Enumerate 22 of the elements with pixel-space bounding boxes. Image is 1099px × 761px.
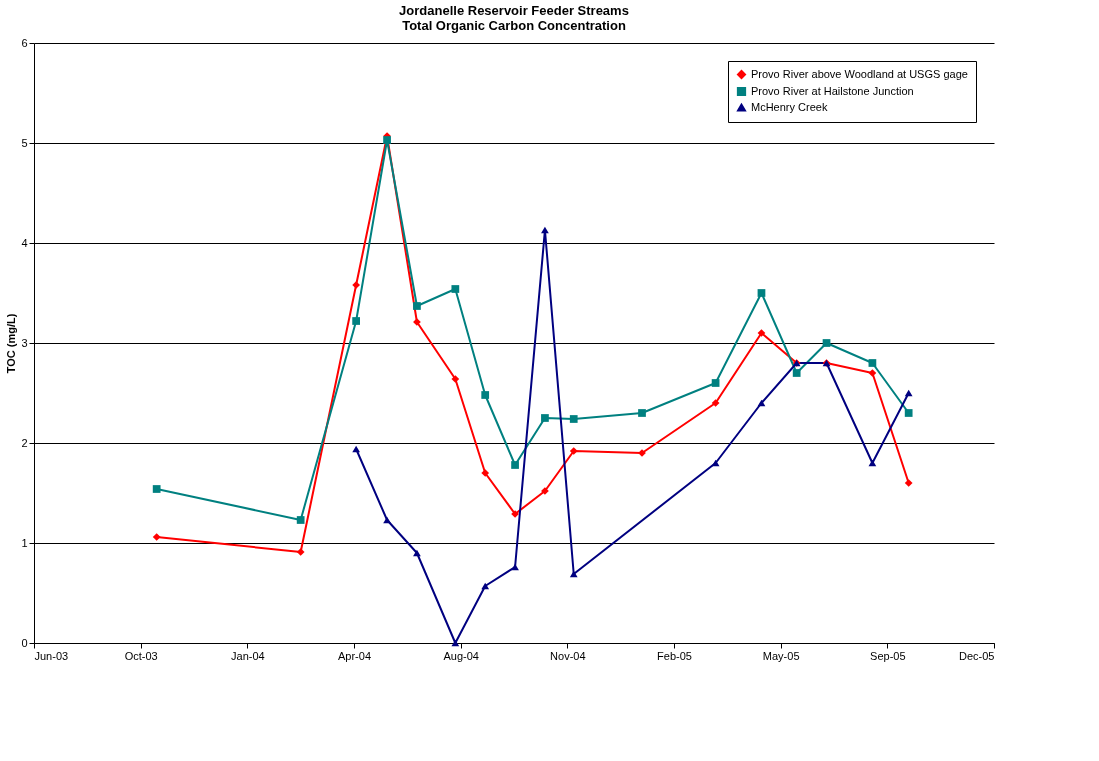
legend-label: Provo River at Hailstone Junction (751, 84, 914, 97)
x-tick-label: Jan-04 (231, 649, 265, 662)
x-tick-label: Apr-04 (337, 649, 372, 662)
x-tick-label: May-05 (762, 649, 800, 662)
y-tick-label: 1 (21, 536, 28, 549)
legend-label: McHenry Creek (751, 100, 828, 113)
x-tick-label: Sep-05 (870, 649, 906, 662)
x-tick-label: Feb-05 (657, 649, 692, 662)
x-tick-label: Jun-03 (34, 649, 69, 662)
y-tick-label: 3 (21, 336, 28, 349)
x-tick-label: Dec-05 (959, 649, 995, 662)
y-tick-label: 6 (21, 36, 28, 49)
x-tick-label: Nov-04 (550, 649, 586, 662)
y-axis-title: TOC (mg/L) (5, 313, 18, 374)
y-tick-label: 4 (21, 236, 28, 249)
chart-title: Jordanelle Reservoir Feeder Streams Total Organic Carbon Concentration (399, 3, 629, 33)
y-tick-label: 0 (21, 636, 28, 649)
y-tick-label: 2 (21, 436, 28, 449)
legend-label: Provo River above Woodland at USGS gage (751, 67, 968, 80)
x-tick-label: Aug-04 (443, 649, 479, 662)
x-tick-label: Oct-03 (124, 649, 158, 662)
y-tick-label: 5 (21, 136, 28, 149)
